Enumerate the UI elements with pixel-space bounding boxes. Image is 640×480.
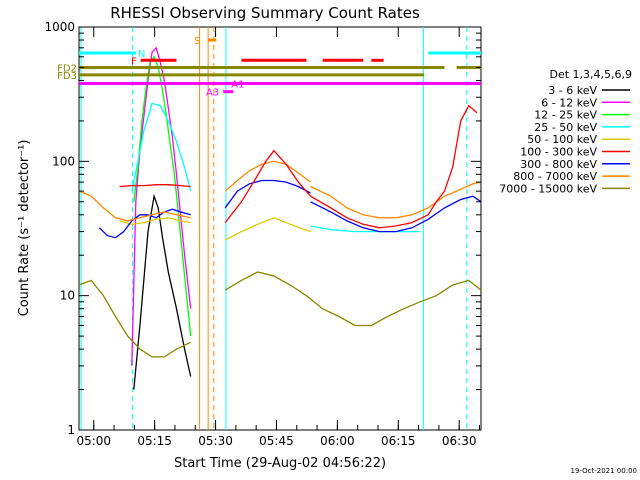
series-line-7000-15000-kev (78, 279, 191, 358)
series-line-late-blue (224, 179, 311, 209)
legend-label-3-6-kev: 3 - 6 keV (548, 84, 597, 97)
series-line-3-6-kev (133, 193, 192, 390)
series-line-late-olive (224, 271, 482, 327)
x-tick-label: 05:00 (76, 434, 111, 448)
x-tick-label: 05:15 (137, 434, 172, 448)
y-axis-label: Count Rate (s⁻¹ detector⁻¹) (17, 140, 32, 317)
axis-layer: 05:00 05:15 05:30 05:45 06:00 06:15 06:30 1 10 10… (44, 20, 481, 448)
series-line-6-12-kev (131, 46, 192, 366)
series-line-late-orange-2 (310, 181, 482, 219)
chart-title: RHESSI Observing Summary Count Rates (110, 4, 420, 22)
series-line-late-red-2 (310, 104, 478, 229)
series-line-100-300-kev (119, 184, 191, 188)
series-line-25-50-kev (131, 102, 192, 192)
legend-label-25-50-kev: 25 - 50 keV (534, 121, 597, 134)
y-tick-label: 1 (67, 423, 75, 437)
x-tick-label: 05:45 (259, 434, 294, 448)
flag-label-s: S (194, 36, 200, 47)
series-line-late-yellow (224, 217, 311, 241)
series-line-12-25-kev (133, 55, 192, 337)
footer-date: 19-Oct-2021 00:00 (571, 467, 637, 475)
flag-label-f: F (131, 56, 137, 67)
x-tick-label: 06:00 (320, 434, 355, 448)
flag-label-a3: A3 (206, 88, 219, 99)
x-tick-label: 06:30 (442, 434, 477, 448)
legend-label-6-12-kev: 6 - 12 keV (541, 96, 597, 109)
x-tick-label: 06:15 (381, 434, 416, 448)
legend-label-7000-15000-kev: 7000 - 15000 keV (499, 182, 597, 195)
y-tick-label: 1000 (44, 20, 75, 34)
plot-frame (78, 26, 482, 431)
y-tick-label: 100 (52, 154, 75, 168)
flag-label-fd2: FD2 (57, 63, 77, 74)
legend-label-800-7000-kev: 800 - 7000 keV (513, 170, 597, 183)
series-line-late-orange (224, 160, 311, 192)
legend-label-100-300-kev: 100 - 300 keV (520, 146, 597, 159)
legend-title: Det 1,3,4,5,6,9 (549, 68, 632, 81)
series-line-300-800-kev (98, 208, 191, 239)
series-line-50-100-kev (119, 217, 191, 225)
x-axis-label: Start Time (29-Aug-02 04:56:22) (174, 456, 386, 471)
x-tick-label: 05:30 (198, 434, 233, 448)
flag-label-n: N (138, 49, 145, 60)
series-line-800-7000-kev (78, 190, 191, 222)
legend-label-50-100-kev: 50 - 100 keV (527, 133, 597, 146)
legend-label-12-25-kev: 12 - 25 keV (534, 109, 597, 122)
series-line-late-cyan (310, 225, 421, 233)
legend-label-300-800-kev: 300 - 800 keV (520, 158, 597, 171)
y-tick-label: 10 (60, 289, 75, 303)
flag-label-a1: A1 (231, 79, 244, 90)
flag-label-fd3: FD3 (57, 71, 77, 82)
series-line-late-blue-2 (310, 195, 482, 233)
series-line-late-red (224, 149, 311, 223)
